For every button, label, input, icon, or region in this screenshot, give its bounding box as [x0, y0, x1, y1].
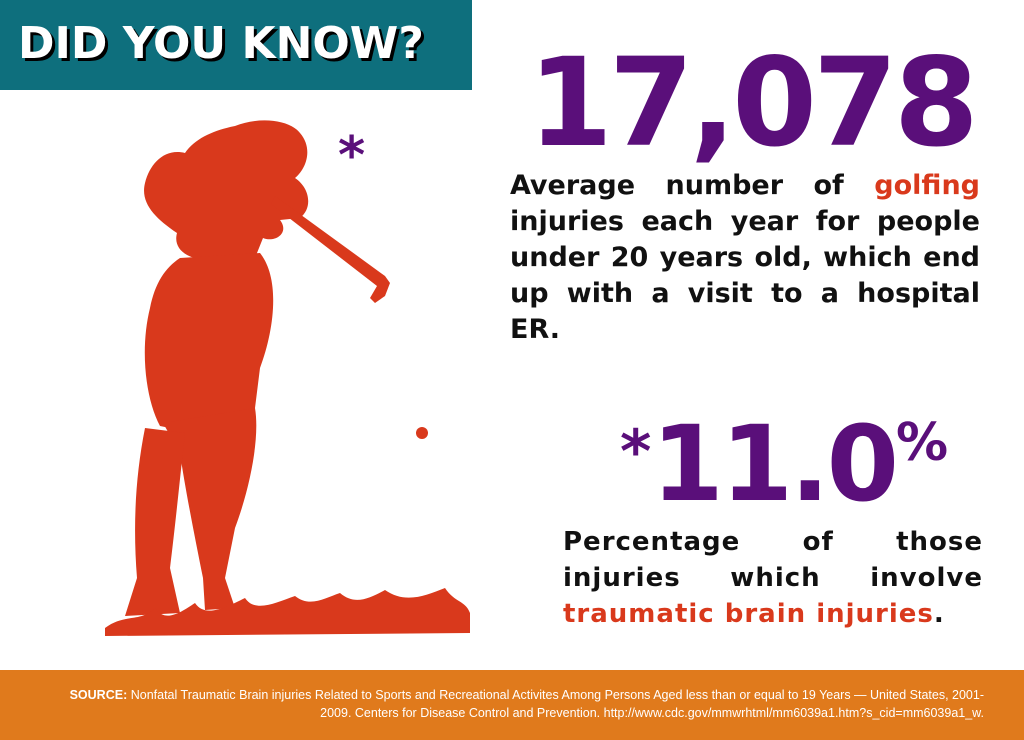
injury-count-description: Average number of golfing injuries each …	[510, 168, 980, 348]
pct-desc-end: .	[933, 599, 945, 629]
tbi-percentage-stat: *11.0%	[620, 412, 948, 516]
source-label: SOURCE:	[69, 688, 128, 702]
percentage-value: 11.0	[651, 403, 899, 525]
golf-ball-icon	[416, 427, 428, 439]
golfer-silhouette-icon	[105, 120, 470, 636]
footnote-asterisk: *	[338, 126, 366, 186]
tbi-percentage-description: Percentage of those injuries which invol…	[563, 524, 983, 632]
source-text: Nonfatal Traumatic Brain injuries Relate…	[127, 688, 984, 720]
percent-sign: %	[896, 413, 949, 473]
desc-text-end: injuries each year for people under 20 y…	[510, 206, 980, 345]
percentage-asterisk: *	[620, 417, 652, 487]
desc-text-start: Average number of	[510, 170, 875, 201]
pct-desc-highlight: traumatic brain injuries	[563, 599, 934, 629]
source-footer	[0, 670, 1024, 740]
banner-title: DID YOU KNOW?	[18, 18, 424, 69]
desc-highlight-golfing: golfing	[874, 170, 980, 201]
source-citation: SOURCE: Nonfatal Traumatic Brain injurie…	[64, 686, 984, 722]
title-banner: DID YOU KNOW?	[0, 0, 472, 90]
pct-desc-start: Percentage of those injuries which invol…	[563, 527, 983, 593]
injury-count-stat: 17,078	[528, 32, 979, 174]
